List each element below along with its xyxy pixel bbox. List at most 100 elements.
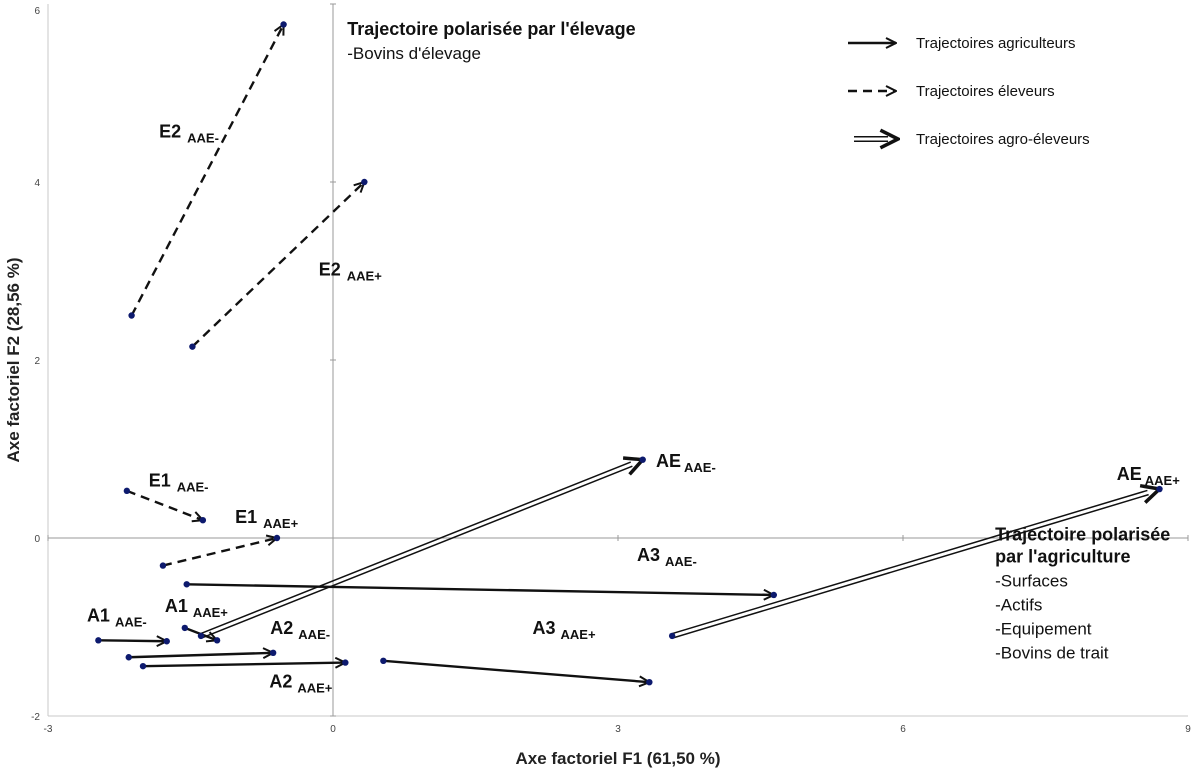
point-label: A2 AAE+ [269, 672, 332, 696]
data-point [273, 534, 281, 542]
data-point [280, 21, 287, 28]
y-tick-label: 4 [34, 178, 40, 189]
data-point [668, 632, 676, 640]
data-point [646, 678, 653, 686]
annotation-title: Trajectoire polarisée [995, 525, 1170, 545]
annotation-item: -Equipement [995, 620, 1092, 639]
point-label-subscript: AAE+ [193, 605, 228, 620]
eleveur-trajectory-arrow [162, 538, 277, 567]
point-label-subscript: AAE+ [297, 681, 332, 696]
x-tick-label: 9 [1185, 724, 1191, 735]
legend: Trajectoires agriculteurs Trajectoires él… [848, 35, 1090, 148]
agriculteur-trajectory-arrow [98, 640, 166, 641]
data-point [213, 637, 221, 644]
legend-entry: Trajectoires agro-éleveurs [854, 131, 1090, 148]
annotation-item: -Actifs [995, 596, 1042, 615]
annotation-title: par l'agriculture [995, 547, 1130, 567]
agro-eleveur-trajectory-line [672, 493, 1149, 639]
point-label-main: A3 [637, 545, 660, 565]
point-label-main: A2 [269, 672, 292, 692]
annotation-item: -Bovins d'élevage [347, 44, 481, 63]
point-label: E2 AAE- [159, 122, 219, 146]
y-axis-title: Axe factoriel F2 (28,56 %) [4, 257, 23, 462]
point-label-main: E2 [319, 259, 341, 279]
x-tick-label: 0 [330, 724, 336, 735]
point-label: A3 AAE- [637, 545, 697, 569]
eleveur-trajectory-arrow [126, 489, 203, 520]
data-point [770, 591, 777, 599]
data-point [361, 178, 368, 186]
legend-label: Trajectoires agro-éleveurs [916, 131, 1090, 148]
agro-eleveur-trajectory-line [199, 461, 632, 635]
agro-eleveur-trajectory-line [671, 489, 1148, 635]
point-label-main: A1 [165, 596, 188, 616]
point-label-main: A2 [270, 618, 293, 638]
data-point [1156, 485, 1163, 493]
eleveur-trajectory-arrow [130, 24, 285, 317]
point-label-subscript: AAE+ [561, 627, 596, 642]
point-label-main: AE [1117, 464, 1142, 484]
legend-label: Trajectoires agriculteurs [916, 35, 1076, 52]
data-point [199, 517, 207, 524]
y-tick-label: 2 [34, 356, 40, 367]
point-label-subscript: AAE- [177, 479, 209, 494]
point-label-main: E1 [235, 507, 257, 527]
point-label-subscript: AAE- [684, 460, 716, 475]
data-point [95, 637, 102, 644]
agriculteur-trajectory-arrow [383, 659, 649, 682]
data-point [189, 343, 196, 350]
data-point [128, 312, 135, 319]
trajectories [98, 24, 1159, 682]
agro-eleveur-trajectory-line [201, 465, 633, 639]
point-label-main: AE [656, 451, 681, 471]
point-label: AE AAE- [656, 451, 716, 475]
data-point [123, 487, 131, 495]
point-label: E2 AAE+ [319, 259, 382, 283]
y-tick-label: 0 [34, 534, 40, 545]
eleveur-trajectory-arrow [191, 182, 364, 348]
legend-label: Trajectoires éleveurs [916, 83, 1055, 100]
legend-entry: Trajectoires éleveurs [848, 83, 1055, 100]
point-label-main: E1 [149, 470, 171, 490]
agriculteur-trajectory-arrow [142, 663, 345, 667]
data-point [380, 657, 387, 665]
point-label: AE AAE+ [1117, 464, 1180, 488]
point-label-main: A1 [87, 606, 110, 626]
point-label-subscript: AAE- [187, 131, 219, 146]
point-label: E1 AAE+ [235, 507, 298, 531]
agriculteur-trajectory-arrow [186, 583, 774, 595]
data-point [159, 562, 167, 569]
data-point [269, 649, 277, 657]
annotation-item: -Surfaces [995, 572, 1068, 591]
point-label-main: E2 [159, 122, 181, 142]
point-label: A2 AAE- [270, 618, 330, 642]
legend-entry: Trajectoires agriculteurs [848, 35, 1076, 52]
data-point [163, 638, 170, 645]
x-axis-title: Axe factoriel F1 (61,50 %) [515, 749, 720, 768]
x-tick-label: -3 [44, 724, 53, 735]
point-label-subscript: AAE- [665, 554, 697, 569]
point-label-subscript: AAE- [298, 627, 330, 642]
data-points [95, 21, 1163, 686]
data-point [342, 659, 349, 666]
data-point [181, 624, 188, 632]
data-point [125, 654, 132, 661]
point-labels: E2 AAE- E2 AAE+ E1 AAE- E1 AAE+ A1 AAE- A1 AAE+ A2 AA… [87, 122, 1180, 696]
point-label-subscript: AAE- [115, 615, 147, 630]
y-tick-label: 6 [34, 6, 40, 17]
y-tick-label: -2 [31, 712, 40, 723]
point-label-subscript: AAE+ [1145, 473, 1180, 488]
agriculteur-trajectory-arrow [128, 653, 273, 657]
annotation-item: -Bovins de trait [995, 644, 1109, 663]
annotation-title: Trajectoire polarisée par l'élevage [347, 19, 635, 39]
point-label-main: A3 [533, 618, 556, 638]
data-point [197, 632, 205, 640]
x-tick-label: 6 [900, 724, 906, 735]
point-label-subscript: AAE+ [347, 268, 382, 283]
data-point [639, 456, 646, 463]
point-label: A1 AAE+ [165, 596, 228, 620]
axes: -3 0 3 6 9 -2 0 2 4 6 [31, 3, 1191, 735]
point-label: E1 AAE- [149, 470, 209, 494]
point-label: A1 AAE- [87, 606, 147, 630]
